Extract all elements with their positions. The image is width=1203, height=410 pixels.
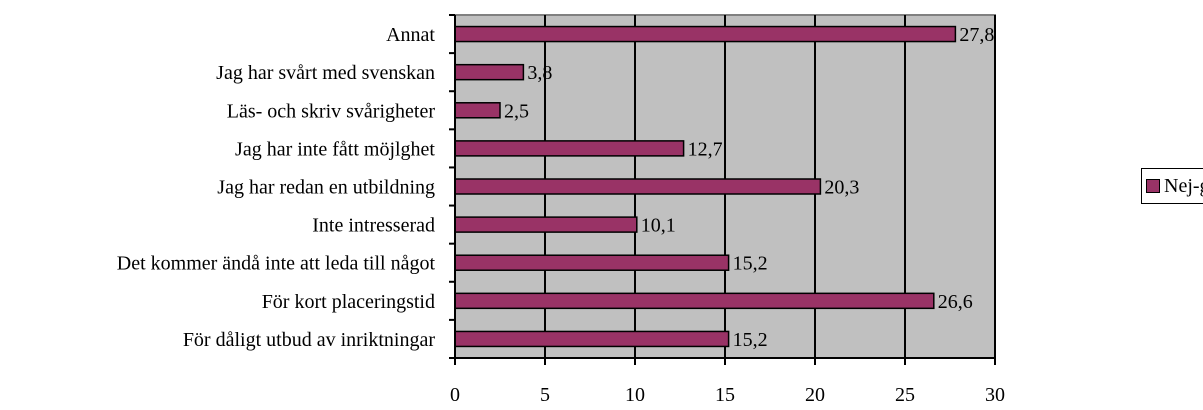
x-tick-label: 15 [715, 384, 735, 406]
bar [455, 27, 955, 42]
data-label: 20,3 [824, 177, 859, 199]
x-tick-label: 5 [540, 384, 550, 406]
data-label: 3,8 [527, 62, 552, 84]
x-tick-label: 10 [625, 384, 645, 406]
data-label: 15,2 [733, 329, 768, 351]
bar [455, 331, 729, 346]
category-label: Jag har svårt med svenskan [216, 62, 435, 84]
bar [455, 217, 637, 232]
x-tick-label: 0 [450, 384, 460, 406]
category-label: Jag har redan en utbildning [217, 177, 435, 199]
legend-label: Nej-gruppen [1164, 176, 1203, 196]
x-tick-label: 25 [895, 384, 915, 406]
bar [455, 65, 523, 80]
data-label: 2,5 [504, 100, 529, 122]
bar [455, 141, 684, 156]
legend-swatch [1146, 179, 1160, 193]
category-labels: Annat Jag har svårt med svenskan Läs- och … [117, 24, 436, 351]
bar [455, 179, 820, 194]
data-label: 26,6 [938, 291, 973, 313]
category-label: Inte intresserad [312, 215, 435, 237]
data-label: 12,7 [688, 138, 723, 160]
category-label: Läs- och skriv svårigheter [227, 100, 436, 122]
bar [455, 103, 500, 118]
category-label: För kort placeringstid [262, 291, 435, 313]
data-label: 27,8 [959, 24, 994, 46]
category-label: Annat [386, 24, 435, 46]
x-tick-label: 20 [805, 384, 825, 406]
category-label: Jag har inte fått möjlghet [235, 138, 435, 160]
x-tick-label: 30 [985, 384, 1005, 406]
bar [455, 255, 729, 270]
data-label: 15,2 [733, 253, 768, 275]
category-label: För dåligt utbud av inriktningar [183, 329, 436, 351]
x-tick-labels: 0 5 10 15 20 25 30 [450, 384, 1005, 406]
data-label: 10,1 [641, 215, 676, 237]
legend: Nej-gruppen [1141, 168, 1203, 204]
bar [455, 293, 934, 308]
category-label: Det kommer ändå inte att leda till något [117, 253, 436, 275]
